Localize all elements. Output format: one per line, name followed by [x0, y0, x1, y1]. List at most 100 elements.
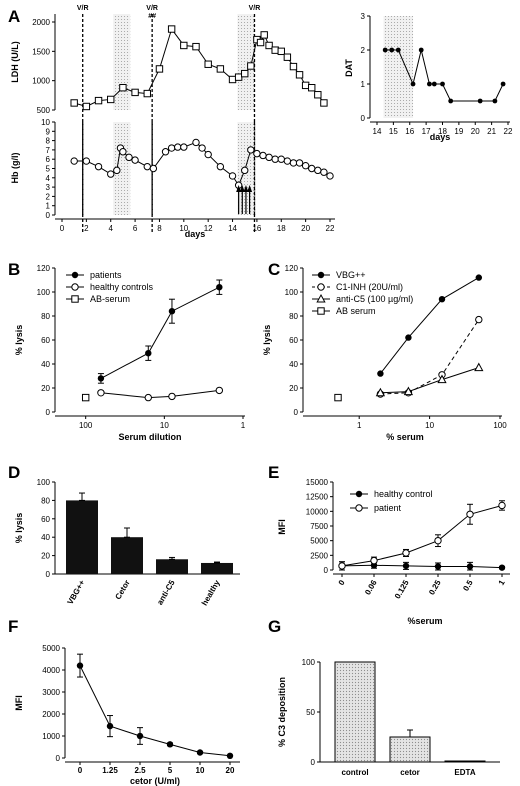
legend-marker [71, 271, 79, 279]
series-point-0 [145, 350, 152, 357]
panel-b-chart: 0 20 40 60 80 100 120 % lysis 100 10 1 Serum diluti… [14, 264, 246, 442]
x-tick-label: 10 [425, 421, 434, 430]
x-tick-label: 20 [301, 224, 310, 233]
hb-point [198, 144, 206, 152]
hb-point [265, 153, 273, 162]
hb-point [301, 162, 310, 170]
dat-point [477, 98, 483, 104]
x-tick-label: 10 [160, 421, 169, 430]
x-tick-label: 0 [337, 578, 347, 587]
ldh-point [192, 42, 200, 51]
hb-point [314, 166, 322, 175]
y-tick-label: 6 [46, 155, 51, 164]
series-line-0 [100, 286, 220, 379]
ldh-point [301, 81, 310, 90]
legend-marker [71, 295, 79, 303]
y-axis-label: % lysis [262, 325, 272, 356]
series-point [166, 741, 174, 748]
dat-point [418, 47, 424, 53]
ldh-point [320, 99, 328, 107]
x-tick-label: 0.25 [427, 578, 443, 596]
y-tick-label: 120 [37, 264, 51, 273]
hb-point [131, 156, 139, 164]
hb-point [247, 146, 255, 154]
y-tick-label: 60 [41, 336, 50, 345]
x-tick-label: 2 [84, 224, 89, 233]
series-point-1 [434, 536, 442, 545]
transfusion-arrowhead [236, 185, 242, 192]
series-line [79, 665, 231, 757]
x-tick-label: 19 [454, 127, 463, 136]
hb-point [192, 138, 200, 147]
x-tick-label: 1 [241, 421, 246, 430]
bar [444, 760, 486, 763]
hb-point [326, 172, 334, 180]
bar [111, 537, 143, 574]
hb-point [149, 164, 158, 173]
ldh-point [228, 75, 237, 84]
hb-point [119, 148, 127, 156]
series-point-0 [377, 370, 384, 377]
ldh-point [180, 41, 188, 50]
x-tick-label: 22 [326, 224, 335, 233]
series-point-0 [438, 296, 446, 303]
series-point-0 [402, 562, 410, 570]
panel-label-a: A [8, 7, 20, 26]
ldh-point [295, 71, 304, 79]
x-axis-label: %serum [407, 616, 442, 626]
y-axis-label: % C3 deposition [277, 677, 287, 747]
panel-e-chart: 0 2500 5000 7500 10000 12500 15000 MFI 0 0.06 0.12… [277, 478, 510, 626]
x-category-label: healthy [200, 578, 222, 607]
hb-point [295, 159, 304, 167]
ldh-point [131, 88, 139, 97]
y-axis-label: DAT [344, 59, 354, 77]
y-tick-label: 80 [41, 496, 50, 505]
x-tick-label: 12 [204, 224, 213, 233]
ldh-point [167, 25, 176, 33]
legend-marker [355, 490, 363, 498]
y-tick-label: 1000 [42, 732, 60, 741]
legend-label: patient [374, 503, 402, 513]
y-tick-label: 50 [306, 708, 315, 717]
x-axis-label: days [430, 132, 451, 142]
series-point-0 [168, 308, 176, 315]
y-tick-label: 100 [37, 478, 51, 487]
ldh-point [271, 46, 279, 54]
y-tick-label: 12500 [306, 493, 329, 502]
panel-d-chart: 0 20 40 60 80 100 % lysis VBG++ Cetor anti-C5 heal… [14, 478, 240, 607]
dat-point [440, 81, 445, 87]
hb-point [308, 164, 316, 173]
transfusion-arrowhead [247, 185, 253, 192]
x-tick-label: 14 [373, 127, 382, 136]
y-tick-label: 10 [41, 118, 50, 127]
x-axis-label: % serum [386, 432, 424, 442]
panel-a-dat-chart: 0 1 2 3 DAT 14 15 16 17 18 19 20 21 22 days [344, 12, 513, 142]
panel-g-chart: 0 50 100 % C3 deposition control cetor EDTA [277, 658, 500, 777]
y-tick-label: 2 [46, 192, 51, 201]
series-point-0 [216, 284, 223, 291]
x-tick-label: 1.25 [102, 766, 118, 775]
series-point-1 [402, 549, 410, 557]
y-tick-label: 2500 [310, 551, 328, 560]
dat-point [410, 81, 416, 87]
y-tick-label: 3 [46, 183, 51, 192]
x-tick-label: 6 [133, 224, 138, 233]
x-category-label: Cetor [113, 579, 131, 602]
ldh-point [204, 60, 212, 68]
panel-label-b: B [8, 260, 20, 279]
x-tick-label: 0 [78, 766, 83, 775]
y-tick-label: 0 [361, 114, 366, 123]
series-line-1 [380, 319, 480, 395]
hb-point [82, 157, 91, 165]
ldh-point [308, 84, 316, 92]
y-tick-label: 10000 [306, 507, 329, 516]
y-tick-label: 60 [289, 336, 298, 345]
y-tick-label: 1500 [32, 47, 50, 56]
legend-marker [355, 504, 363, 512]
series-point-0 [466, 563, 474, 570]
x-tick-label: 18 [277, 224, 286, 233]
hb-point [94, 162, 103, 171]
y-axis-label: % lysis [14, 513, 24, 544]
hb-point [107, 170, 115, 178]
